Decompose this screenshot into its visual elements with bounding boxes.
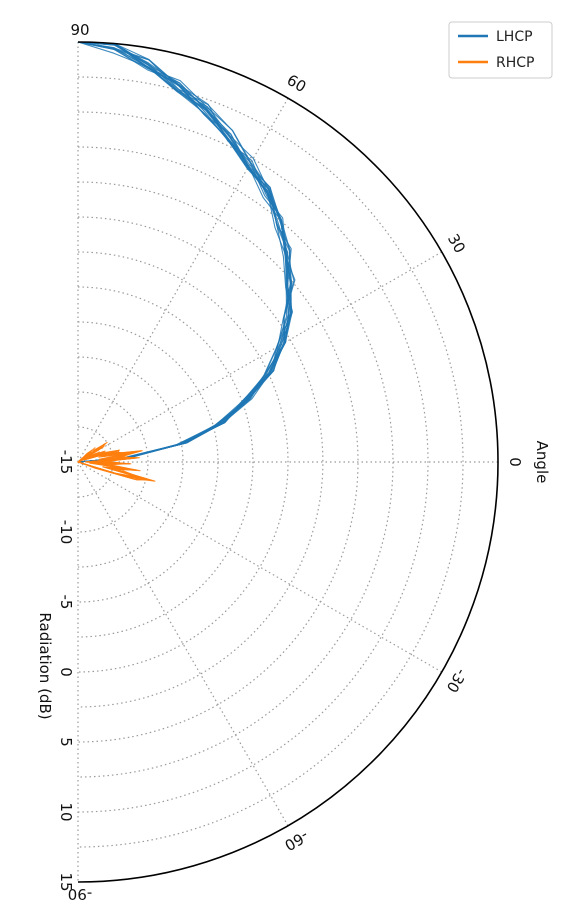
- data-series: [77, 41, 296, 482]
- grid-ring: [77, 251, 289, 673]
- trace-lhcp: [77, 41, 293, 463]
- radial-axis-title: Radiation (dB): [36, 612, 54, 719]
- series-rhcp: [77, 441, 156, 482]
- grid-ring: [77, 286, 254, 638]
- trace-lhcp: [77, 41, 293, 463]
- angle-tick-labels: 90 60 30 0 -30 -60 -90: [68, 21, 524, 903]
- radial-tick-label: -10: [57, 520, 75, 545]
- trace-lhcp: [77, 41, 295, 463]
- radial-tick-label: 5: [57, 737, 75, 747]
- grid-ring: [77, 356, 184, 568]
- angular-frame: [77, 41, 499, 883]
- polar-grid: [77, 42, 498, 882]
- legend-label-rhcp: RHCP: [496, 55, 534, 71]
- trace-lhcp: [77, 41, 292, 463]
- radial-tick-label: -15: [57, 450, 75, 475]
- radial-tick-label: 10: [57, 802, 75, 821]
- trace-lhcp: [77, 41, 292, 463]
- legend: LHCP RHCP: [448, 21, 553, 79]
- trace-lhcp: [77, 41, 293, 463]
- trace-lhcp: [77, 41, 292, 463]
- trace-lhcp: [77, 41, 296, 463]
- trace-lhcp: [77, 41, 293, 463]
- trace-lhcp: [77, 41, 291, 463]
- angle-tick-label: -30: [443, 665, 471, 695]
- grid-spoke: [77, 461, 443, 673]
- trace-rhcp: [77, 450, 141, 479]
- grid-ring: [77, 391, 149, 533]
- trace-lhcp: [77, 41, 293, 463]
- radial-tick-labels: -15 -10 -5 0 5 10 15: [57, 450, 75, 892]
- legend-label-lhcp: LHCP: [496, 29, 533, 45]
- grid-spoke: [77, 97, 289, 463]
- radial-tick-label: 0: [57, 667, 75, 677]
- angle-tick-label: -90: [68, 885, 93, 903]
- grid-ring: [77, 216, 324, 708]
- series-lhcp: [77, 41, 296, 463]
- angle-axis-title: Angle: [533, 441, 551, 484]
- trace-lhcp: [77, 41, 292, 463]
- angle-tick-label: 0: [506, 457, 524, 467]
- angle-tick-label: 30: [444, 231, 469, 257]
- grid-spoke: [77, 251, 443, 463]
- angle-tick-label: -60: [281, 827, 311, 855]
- radial-tick-label: -5: [57, 595, 75, 610]
- grid-ring: [77, 76, 464, 848]
- angle-tick-label: 90: [70, 21, 89, 39]
- grid-ring: [77, 111, 429, 813]
- radial-tick-label: 15: [57, 872, 75, 891]
- angle-tick-label: 60: [284, 71, 310, 96]
